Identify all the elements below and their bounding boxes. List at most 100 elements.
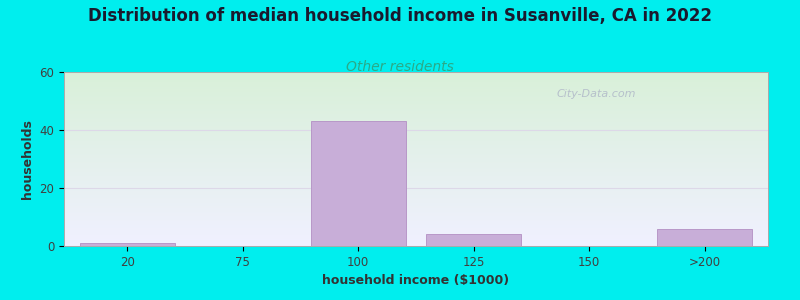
Bar <box>64 133 768 134</box>
Bar <box>64 183 768 184</box>
Bar <box>64 131 768 132</box>
Bar <box>64 215 768 216</box>
Bar <box>64 235 768 236</box>
Bar <box>64 114 768 115</box>
Bar <box>64 145 768 146</box>
Bar <box>64 174 768 175</box>
Bar <box>64 77 768 78</box>
Bar <box>64 202 768 203</box>
Bar <box>64 212 768 213</box>
Bar <box>64 210 768 211</box>
Bar <box>64 125 768 126</box>
Bar <box>64 221 768 222</box>
Bar <box>64 194 768 195</box>
Bar <box>64 245 768 246</box>
Bar <box>64 197 768 198</box>
Bar <box>64 193 768 194</box>
Bar <box>658 229 752 246</box>
Text: Distribution of median household income in Susanville, CA in 2022: Distribution of median household income … <box>88 8 712 26</box>
Bar <box>64 189 768 190</box>
Bar <box>64 83 768 84</box>
Bar <box>64 120 768 121</box>
Bar <box>64 186 768 187</box>
Bar <box>64 203 768 204</box>
Bar <box>64 196 768 197</box>
Bar <box>64 201 768 202</box>
Bar <box>64 94 768 95</box>
Bar <box>64 230 768 231</box>
Bar <box>64 79 768 80</box>
Bar <box>64 135 768 136</box>
Bar <box>64 199 768 200</box>
Bar <box>64 233 768 234</box>
Bar <box>64 73 768 74</box>
Bar <box>64 168 768 169</box>
Bar <box>311 121 406 246</box>
Bar <box>64 170 768 171</box>
Bar <box>64 153 768 154</box>
Bar <box>64 127 768 128</box>
Bar <box>64 176 768 177</box>
Bar <box>64 160 768 161</box>
Bar <box>64 87 768 88</box>
Bar <box>64 128 768 129</box>
Bar <box>64 161 768 162</box>
Bar <box>64 237 768 238</box>
Bar <box>64 140 768 141</box>
Bar <box>64 118 768 119</box>
Bar <box>64 112 768 113</box>
Bar <box>64 95 768 96</box>
Bar <box>64 157 768 158</box>
Bar <box>64 229 768 230</box>
Bar <box>64 178 768 179</box>
Bar <box>64 177 768 178</box>
Bar <box>64 119 768 120</box>
Bar <box>64 141 768 142</box>
Bar <box>64 149 768 150</box>
Bar <box>64 129 768 130</box>
Bar <box>64 219 768 220</box>
Bar <box>64 84 768 85</box>
Bar <box>64 100 768 101</box>
Bar <box>64 81 768 82</box>
Bar <box>64 154 768 155</box>
Bar <box>64 214 768 215</box>
Bar <box>64 152 768 153</box>
Bar <box>64 122 768 123</box>
Bar <box>64 82 768 83</box>
Bar <box>64 184 768 185</box>
Bar <box>64 227 768 228</box>
Bar <box>64 86 768 87</box>
Bar <box>64 126 768 127</box>
Bar <box>64 137 768 138</box>
Bar <box>64 171 768 172</box>
Bar <box>64 211 768 212</box>
Bar <box>64 111 768 112</box>
Bar <box>64 104 768 105</box>
Bar <box>64 148 768 149</box>
Bar <box>64 190 768 191</box>
Bar <box>64 110 768 111</box>
Bar <box>64 222 768 223</box>
Bar <box>64 185 768 186</box>
Bar <box>64 105 768 106</box>
Bar <box>64 78 768 79</box>
Bar <box>64 180 768 181</box>
Bar <box>64 173 768 174</box>
Bar <box>64 208 768 209</box>
Bar <box>64 207 768 208</box>
Bar <box>64 89 768 90</box>
Bar <box>64 220 768 221</box>
Bar <box>64 72 768 73</box>
Bar <box>64 200 768 201</box>
Bar <box>64 167 768 168</box>
Bar <box>64 88 768 89</box>
Bar <box>64 181 768 182</box>
Bar <box>64 234 768 235</box>
Bar <box>64 217 768 218</box>
Bar <box>64 147 768 148</box>
Bar <box>64 159 768 160</box>
Bar <box>426 234 521 246</box>
Text: Other residents: Other residents <box>346 60 454 74</box>
Bar <box>64 91 768 92</box>
